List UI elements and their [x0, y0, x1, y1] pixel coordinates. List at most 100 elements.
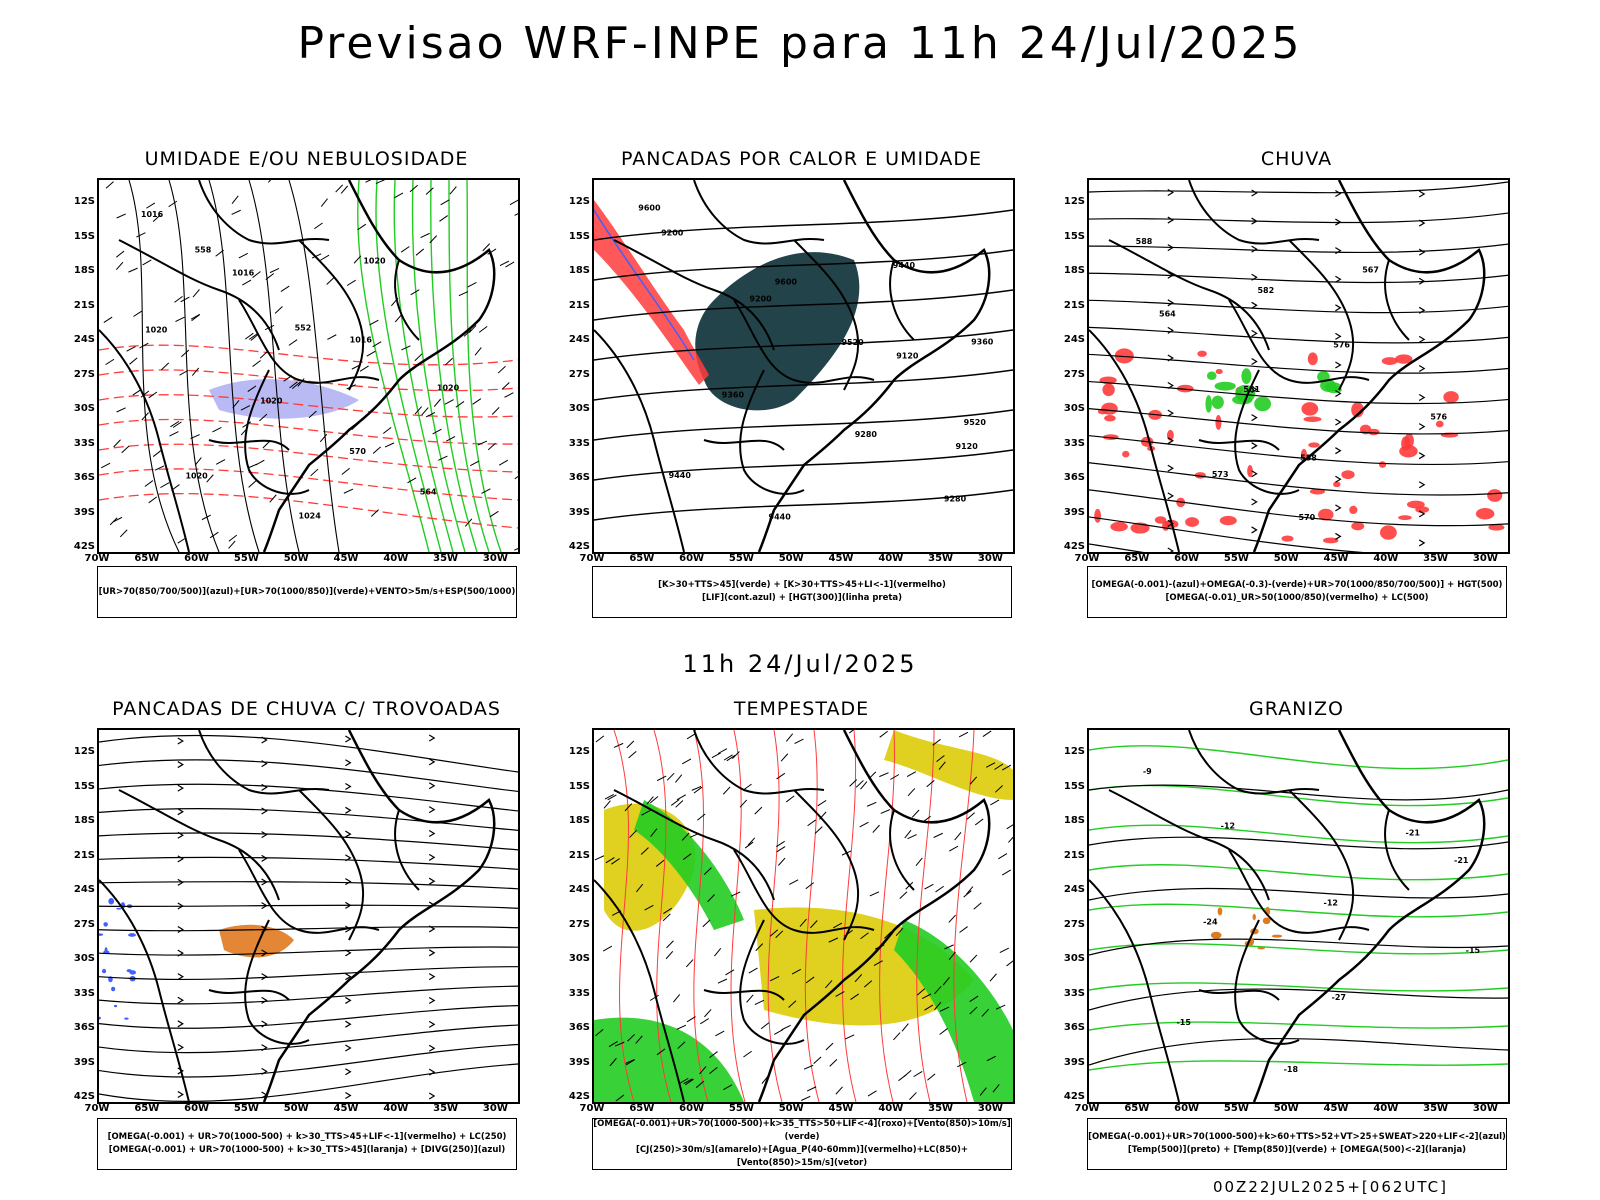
wind-vector [906, 771, 917, 778]
lat-label: 30S [1063, 403, 1085, 414]
wind-vector [939, 1028, 948, 1035]
wind-vector [357, 223, 367, 231]
streamline [99, 1024, 518, 1054]
lon-label: 30W [977, 1103, 1003, 1114]
flow-arrow [1335, 390, 1342, 398]
flow-arrow [177, 926, 184, 934]
flow-arrow [1335, 361, 1342, 369]
lat-label: 15S [1063, 230, 1085, 242]
rain-area [1333, 481, 1341, 488]
height-contour [594, 409, 1013, 441]
wind-vector [139, 342, 149, 349]
lon-label: 65W [134, 1103, 160, 1114]
wind-vector [785, 795, 795, 803]
run-timestamp: 00Z22JUL2025+[062UTC] [1212, 1178, 1448, 1196]
political-border [733, 849, 875, 934]
wind-vector [326, 277, 335, 285]
wind-vector [438, 455, 448, 461]
wind-vector [670, 799, 680, 806]
wind-vector [609, 1057, 617, 1067]
panel-title-tempestade: TEMPESTADE [733, 698, 870, 720]
wind-vector [641, 810, 651, 816]
wind-vector [112, 516, 123, 523]
wind-vector [626, 740, 635, 749]
wind-vector [100, 462, 111, 469]
wind-vector [944, 944, 954, 950]
wind-vector [115, 261, 124, 271]
wind-vector [154, 465, 165, 471]
flow-arrow [345, 901, 352, 909]
wind-vector [695, 1080, 705, 1089]
political-border [118, 239, 280, 351]
wind-vector [136, 232, 146, 238]
wind-vector [382, 426, 392, 434]
height-contour [594, 489, 1013, 521]
wind-vector [259, 351, 268, 359]
lat-label: 18S [73, 815, 95, 826]
map-canvas: -9 -12 -12 -15 -15 -18 -21 -21 -24 -27 [1089, 730, 1508, 1102]
wind-vector [934, 1001, 942, 1011]
wind-vector [142, 259, 152, 266]
political-border [693, 180, 825, 245]
wind-vector [487, 442, 496, 451]
political-border [1228, 849, 1370, 934]
wind-vector [289, 381, 298, 389]
wind-vector [116, 407, 126, 413]
flow-arrow [1251, 217, 1258, 225]
wind-vector [788, 1000, 797, 1008]
wind-vector [215, 249, 224, 257]
lat-label: 30S [73, 403, 95, 414]
lat-label: 33S [568, 987, 590, 999]
wind-vector [194, 457, 202, 466]
wind-vector [780, 753, 789, 762]
wind-vector [684, 1078, 694, 1086]
wind-vector [365, 180, 372, 183]
temp-500-contour [1089, 938, 1508, 956]
political-border [238, 849, 380, 934]
flow-arrow [177, 1043, 184, 1051]
lon-label: 45W [1323, 553, 1349, 564]
wind-vector [346, 279, 356, 286]
lon-label: 65W [629, 553, 655, 564]
thickness-contour [99, 369, 518, 392]
flow-arrow [428, 925, 436, 933]
wind-vector [963, 890, 972, 898]
wind-vector [913, 1071, 923, 1078]
lat-label: 33S [568, 437, 590, 449]
lon-label: 35W [1423, 553, 1449, 564]
contour-label: -15 [1176, 1018, 1191, 1027]
wind-vector [646, 796, 654, 805]
wind-vector [116, 213, 126, 219]
rain-area [1351, 522, 1365, 531]
wind-vector [714, 947, 722, 957]
flow-arrow [345, 806, 352, 814]
lat-label: 27S [1063, 368, 1085, 380]
wind-vector [280, 285, 290, 292]
temp-850-contour [1089, 942, 1508, 955]
height-contour [594, 369, 1013, 401]
lat-label: 36S [73, 472, 95, 483]
wind-vector [498, 459, 509, 466]
lon-label: 70W [579, 1103, 605, 1114]
flow-arrow [261, 783, 268, 791]
wind-vector [146, 202, 156, 209]
rain-area-green [1211, 395, 1224, 409]
wind-vector [640, 847, 649, 855]
flow-arrow [1167, 464, 1174, 472]
wind-vector [624, 803, 633, 812]
flow-arrow [1167, 244, 1174, 252]
divergence-area [124, 1017, 129, 1020]
thickness-contour [99, 394, 518, 418]
wind-vector [429, 235, 438, 244]
flow-arrow [345, 1044, 352, 1052]
flow-arrow [1418, 219, 1426, 227]
lat-label: 12S [73, 196, 95, 207]
contour-label: -18 [1284, 1065, 1299, 1074]
wind-vector [514, 475, 518, 480]
wind-vector [933, 832, 943, 838]
wind-vector [990, 799, 1000, 806]
wind-vector [904, 829, 912, 839]
flow-arrow [1251, 414, 1258, 422]
lat-label: 15S [73, 780, 95, 792]
wind-vector [375, 180, 386, 185]
